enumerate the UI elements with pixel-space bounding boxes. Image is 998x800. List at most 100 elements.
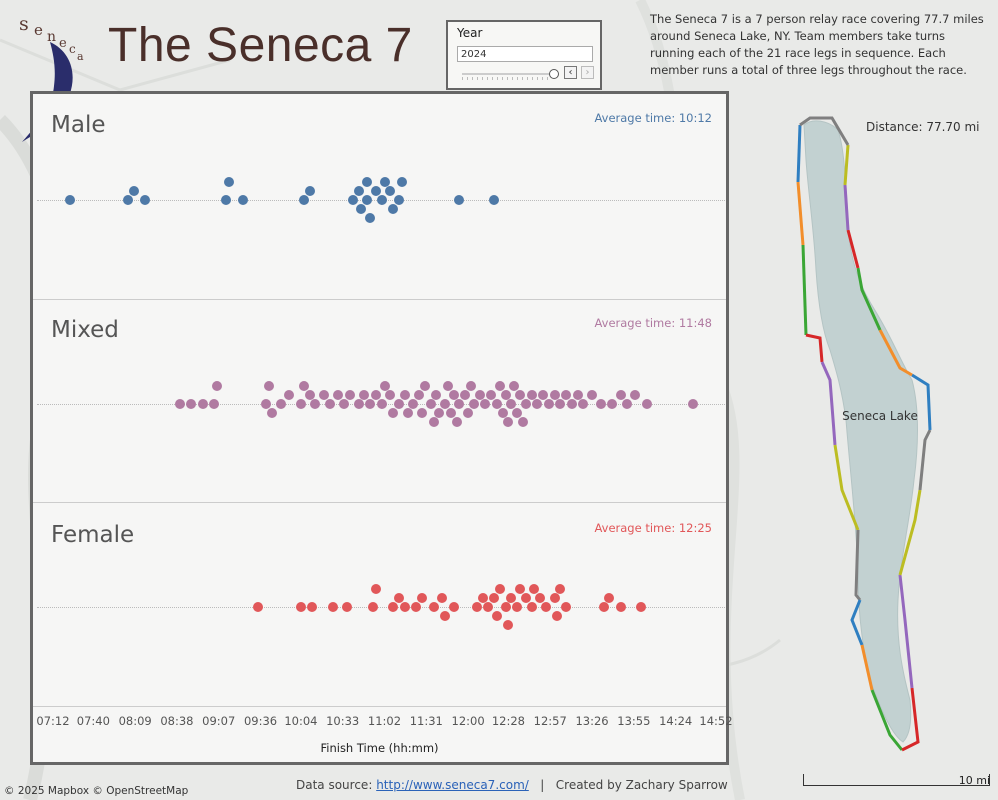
team-finish-dot[interactable] (483, 602, 494, 612)
team-finish-dot[interactable] (342, 602, 353, 612)
team-finish-dot[interactable] (549, 390, 560, 400)
source-link[interactable]: http://www.seneca7.com/ (376, 778, 529, 792)
team-finish-dot[interactable] (474, 390, 485, 400)
team-finish-dot[interactable] (370, 584, 381, 594)
team-finish-dot[interactable] (347, 195, 358, 205)
team-finish-dot[interactable] (186, 399, 197, 409)
team-finish-dot[interactable] (174, 399, 185, 409)
team-finish-dot[interactable] (385, 390, 396, 400)
team-finish-dot[interactable] (370, 186, 381, 196)
year-input[interactable]: 2024 (457, 46, 593, 62)
team-finish-dot[interactable] (489, 195, 500, 205)
team-finish-dot[interactable] (630, 390, 641, 400)
team-finish-dot[interactable] (362, 177, 373, 187)
team-finish-dot[interactable] (388, 408, 399, 418)
year-slider-handle[interactable] (549, 69, 559, 79)
team-finish-dot[interactable] (572, 390, 583, 400)
team-finish-dot[interactable] (310, 399, 321, 409)
team-finish-dot[interactable] (615, 390, 626, 400)
team-finish-dot[interactable] (520, 399, 531, 409)
team-finish-dot[interactable] (370, 390, 381, 400)
team-finish-dot[interactable] (408, 399, 419, 409)
team-finish-dot[interactable] (402, 408, 413, 418)
year-slider-track[interactable] (462, 73, 550, 75)
team-finish-dot[interactable] (353, 186, 364, 196)
team-finish-dot[interactable] (437, 593, 448, 603)
team-finish-dot[interactable] (578, 399, 589, 409)
team-finish-dot[interactable] (468, 399, 479, 409)
team-finish-dot[interactable] (500, 602, 511, 612)
team-finish-dot[interactable] (298, 381, 309, 391)
team-finish-dot[interactable] (327, 602, 338, 612)
team-finish-dot[interactable] (442, 381, 453, 391)
team-finish-dot[interactable] (65, 195, 76, 205)
team-finish-dot[interactable] (304, 186, 315, 196)
team-finish-dot[interactable] (344, 390, 355, 400)
team-finish-dot[interactable] (512, 602, 523, 612)
team-finish-dot[interactable] (561, 602, 572, 612)
team-finish-dot[interactable] (448, 602, 459, 612)
team-finish-dot[interactable] (353, 399, 364, 409)
team-finish-dot[interactable] (566, 399, 577, 409)
team-finish-dot[interactable] (514, 390, 525, 400)
team-finish-dot[interactable] (376, 195, 387, 205)
team-finish-dot[interactable] (555, 584, 566, 594)
team-finish-dot[interactable] (607, 399, 618, 409)
team-finish-dot[interactable] (362, 195, 373, 205)
team-finish-dot[interactable] (261, 399, 272, 409)
team-finish-dot[interactable] (509, 381, 520, 391)
team-finish-dot[interactable] (295, 602, 306, 612)
team-finish-dot[interactable] (445, 408, 456, 418)
team-finish-dot[interactable] (440, 611, 451, 621)
team-finish-dot[interactable] (621, 399, 632, 409)
team-finish-dot[interactable] (318, 390, 329, 400)
team-finish-dot[interactable] (486, 390, 497, 400)
team-finish-dot[interactable] (520, 593, 531, 603)
team-finish-dot[interactable] (448, 390, 459, 400)
team-finish-dot[interactable] (393, 593, 404, 603)
team-finish-dot[interactable] (399, 602, 410, 612)
next-year-button[interactable]: › (581, 66, 594, 79)
team-finish-dot[interactable] (587, 390, 598, 400)
team-finish-dot[interactable] (267, 408, 278, 418)
team-finish-dot[interactable] (636, 602, 647, 612)
team-finish-dot[interactable] (506, 593, 517, 603)
team-finish-dot[interactable] (463, 408, 474, 418)
team-finish-dot[interactable] (687, 399, 698, 409)
team-finish-dot[interactable] (333, 390, 344, 400)
team-finish-dot[interactable] (506, 399, 517, 409)
team-finish-dot[interactable] (428, 602, 439, 612)
team-finish-dot[interactable] (604, 593, 615, 603)
team-finish-dot[interactable] (641, 399, 652, 409)
team-finish-dot[interactable] (434, 408, 445, 418)
team-finish-dot[interactable] (440, 399, 451, 409)
team-finish-dot[interactable] (503, 417, 514, 427)
team-finish-dot[interactable] (512, 408, 523, 418)
team-finish-dot[interactable] (532, 399, 543, 409)
team-finish-dot[interactable] (497, 408, 508, 418)
team-finish-dot[interactable] (223, 177, 234, 187)
team-finish-dot[interactable] (393, 195, 404, 205)
team-finish-dot[interactable] (209, 399, 220, 409)
team-finish-dot[interactable] (615, 602, 626, 612)
team-finish-dot[interactable] (295, 399, 306, 409)
team-finish-dot[interactable] (471, 602, 482, 612)
team-finish-dot[interactable] (414, 390, 425, 400)
team-finish-dot[interactable] (494, 584, 505, 594)
team-finish-dot[interactable] (307, 602, 318, 612)
team-finish-dot[interactable] (526, 390, 537, 400)
team-finish-dot[interactable] (480, 399, 491, 409)
team-finish-dot[interactable] (324, 399, 335, 409)
team-finish-dot[interactable] (379, 381, 390, 391)
team-finish-dot[interactable] (140, 195, 151, 205)
team-finish-dot[interactable] (526, 602, 537, 612)
team-finish-dot[interactable] (238, 195, 249, 205)
team-finish-dot[interactable] (454, 399, 465, 409)
team-finish-dot[interactable] (396, 177, 407, 187)
team-finish-dot[interactable] (543, 399, 554, 409)
team-finish-dot[interactable] (399, 390, 410, 400)
team-finish-dot[interactable] (385, 186, 396, 196)
team-finish-dot[interactable] (514, 584, 525, 594)
team-finish-dot[interactable] (535, 593, 546, 603)
team-finish-dot[interactable] (598, 602, 609, 612)
